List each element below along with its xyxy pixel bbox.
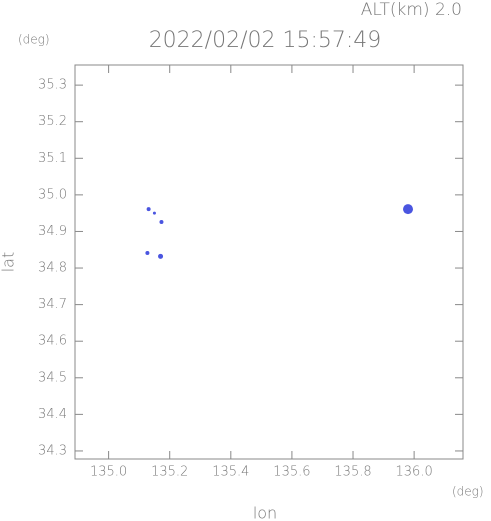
y-tick-label: 34.7 [38,297,67,312]
y-unit: (deg) [18,33,50,47]
echo-point [403,204,414,215]
echo-point [146,207,151,212]
y-tick-label: 34.8 [38,261,67,276]
x-unit: (deg) [452,485,484,499]
y-tick-label: 34.3 [38,443,67,458]
echo-point [159,219,164,224]
y-tick-label: 35.3 [38,78,67,93]
x-tick-label: 135.4 [212,465,249,480]
x-axis-label: lon [253,504,277,521]
x-tick-label: 135.2 [151,465,188,480]
chart-title: 2022/02/02 15:57:49 [149,28,382,53]
y-tick-label: 35.2 [38,114,67,129]
y-tick-label: 34.9 [38,224,67,239]
echo-point [158,253,164,259]
y-tick-label: 34.5 [38,370,67,385]
altitude-annotation: ALT(km) 2.0 [361,0,462,20]
plot-frame [74,64,464,460]
echo-point [145,251,150,256]
y-tick-label: 35.1 [38,151,67,166]
x-tick-label: 135.6 [273,465,310,480]
y-tick-label: 35.0 [38,187,67,202]
x-tick-label: 135.8 [334,465,371,480]
y-tick-label: 34.6 [38,334,67,349]
x-tick-label: 135.0 [90,465,127,480]
x-tick-label: 136.0 [396,465,433,480]
y-tick-label: 34.4 [38,407,67,422]
echo-point [152,211,156,215]
y-axis-label: lat [0,252,18,273]
